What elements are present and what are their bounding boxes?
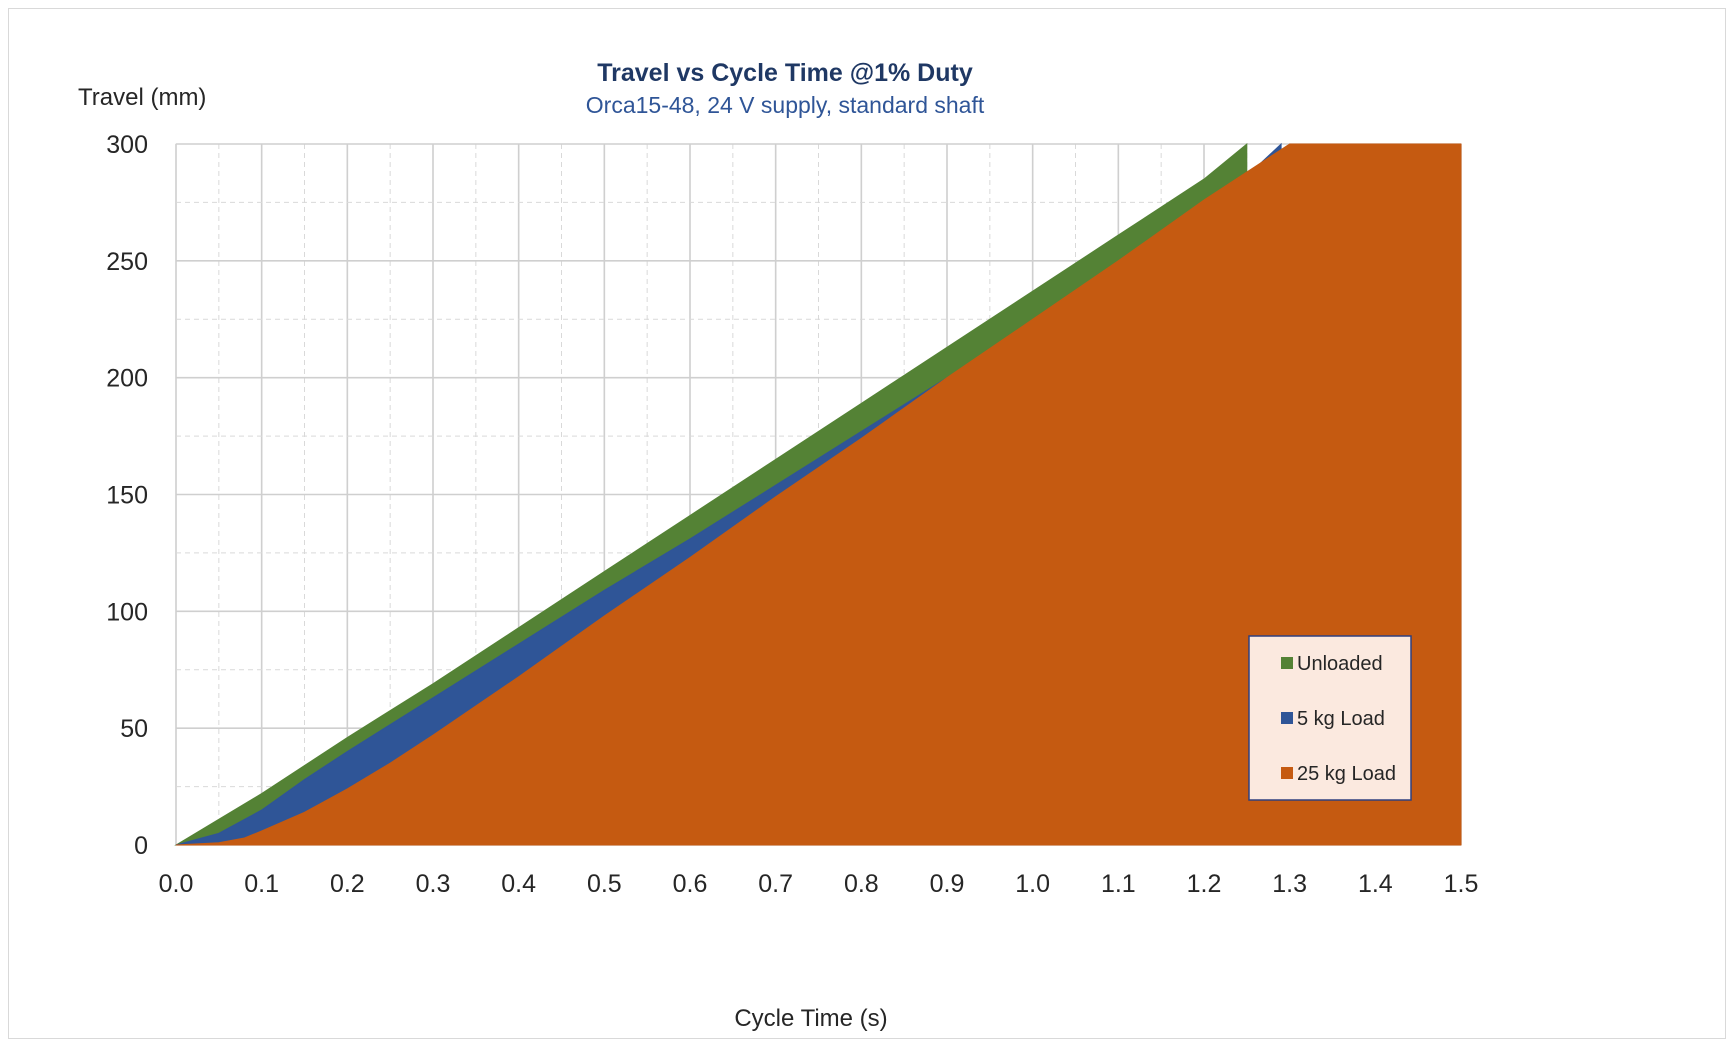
x-axis-title: Cycle Time (s) [734, 1005, 887, 1032]
y-tick-label: 0 [134, 832, 148, 860]
legend-swatch [1281, 712, 1293, 724]
y-tick-label: 50 [120, 715, 148, 743]
x-tick-label: 0.8 [844, 870, 879, 898]
legend-label: Unloaded [1297, 653, 1383, 675]
x-tick-label: 0.1 [244, 870, 279, 898]
y-axis-title: Travel (mm) [78, 84, 206, 111]
chart-svg: 0.0 0.1 0.2 0.3 0.4 0.5 0.6 0.7 0.8 0.9 1.0 1.1 1.2 1… [78, 59, 1478, 1032]
x-tick-label: 1.2 [1187, 870, 1222, 898]
x-tick-label: 1.0 [1015, 870, 1050, 898]
axes: 0.0 0.1 0.2 0.3 0.4 0.5 0.6 0.7 0.8 0.9 1.0 1.1 1.2 1… [106, 131, 1478, 898]
x-tick-label: 0.4 [501, 870, 536, 898]
x-tick-label: 1.5 [1444, 870, 1479, 898]
x-tick-label: 1.3 [1272, 870, 1307, 898]
y-tick-label: 150 [106, 482, 148, 510]
x-tick-label: 0.3 [416, 870, 451, 898]
x-tick-label: 0.9 [930, 870, 965, 898]
y-tick-label: 200 [106, 365, 148, 393]
legend-swatch [1281, 657, 1293, 669]
y-tick-label: 300 [106, 131, 148, 159]
chart-subtitle: Orca15-48, 24 V supply, standard shaft [586, 92, 985, 118]
x-tick-label: 0.2 [330, 870, 365, 898]
y-tick-label: 250 [106, 248, 148, 276]
series-areas [174, 142, 1462, 846]
x-tick-label: 0.7 [758, 870, 793, 898]
area-series-2 [175, 143, 1462, 846]
x-tick-label: 0.6 [673, 870, 708, 898]
chart-title: Travel vs Cycle Time @1% Duty [597, 59, 973, 87]
x-tick-label: 0.0 [159, 870, 194, 898]
legend-swatch [1281, 767, 1293, 779]
legend-label: 25 kg Load [1297, 763, 1396, 785]
legend-label: 5 kg Load [1297, 708, 1385, 730]
legend-box [1248, 635, 1412, 801]
chart-frame: 0.0 0.1 0.2 0.3 0.4 0.5 0.6 0.7 0.8 0.9 1.0 1.1 1.2 1… [8, 8, 1726, 1039]
x-tick-label: 1.4 [1358, 870, 1393, 898]
x-tick-label: 0.5 [587, 870, 622, 898]
x-tick-label: 1.1 [1101, 870, 1136, 898]
legend: Unloaded 5 kg Load 25 kg Load [1248, 635, 1412, 801]
y-tick-label: 100 [106, 598, 148, 626]
